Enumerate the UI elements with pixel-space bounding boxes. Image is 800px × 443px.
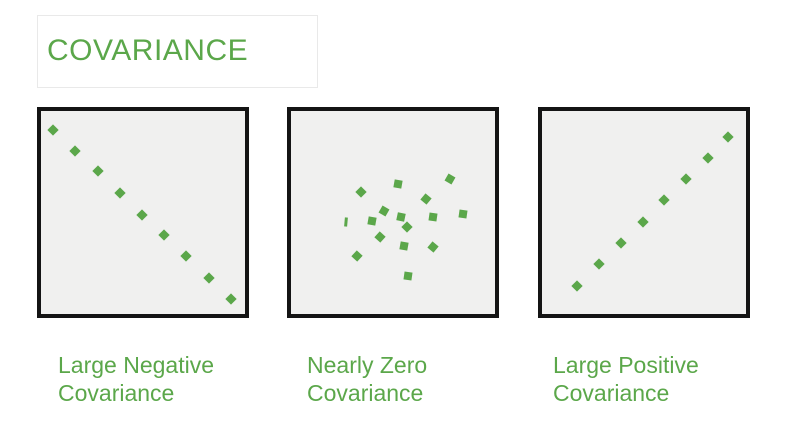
scatter-point <box>426 241 439 253</box>
plot-area-large-positive <box>542 111 746 314</box>
scatter-point <box>399 241 409 251</box>
plot-area-large-negative <box>41 111 245 314</box>
scatter-point <box>374 231 386 243</box>
scatter-point <box>114 187 126 199</box>
scatter-point <box>593 258 605 270</box>
scatter-point <box>344 217 349 227</box>
scatter-point <box>401 221 414 233</box>
scatter-point <box>458 209 468 219</box>
scatter-point <box>47 124 59 136</box>
scatter-panel-large-negative <box>37 107 249 318</box>
scatter-point <box>428 212 438 222</box>
scatter-point <box>225 293 237 305</box>
caption-nearly-zero: Nearly Zero Covariance <box>307 351 427 407</box>
scatter-point <box>351 250 363 262</box>
caption-large-negative: Large Negative Covariance <box>58 351 214 407</box>
scatter-panel-large-positive <box>538 107 750 318</box>
caption-line-1: Large Positive <box>553 352 699 378</box>
scatter-point <box>701 152 714 164</box>
scatter-point <box>180 250 193 262</box>
caption-line-2: Covariance <box>307 380 424 406</box>
caption-line-1: Large Negative <box>58 352 214 378</box>
scatter-point <box>571 280 583 292</box>
scatter-point <box>679 173 692 185</box>
scatter-point <box>396 212 406 222</box>
scatter-panel-nearly-zero <box>287 107 499 318</box>
caption-line-1: Nearly Zero <box>307 352 428 378</box>
scatter-point <box>615 237 627 249</box>
scatter-point <box>722 131 734 143</box>
scatter-point <box>444 173 455 185</box>
scatter-point <box>355 186 367 198</box>
page-title: COVARIANCE <box>47 34 249 67</box>
caption-line-2: Covariance <box>58 380 175 406</box>
scatter-point <box>158 229 171 241</box>
scatter-point <box>367 216 378 226</box>
scatter-point <box>91 165 104 177</box>
title-box: COVARIANCE <box>37 15 318 88</box>
plot-area-nearly-zero <box>291 111 495 314</box>
scatter-point <box>393 179 403 189</box>
caption-line-2: Covariance <box>553 380 670 406</box>
scatter-point <box>420 193 432 205</box>
scatter-point <box>69 145 82 157</box>
scatter-point <box>136 209 148 221</box>
caption-large-positive: Large Positive Covariance <box>553 351 699 407</box>
scatter-point <box>403 271 413 281</box>
scatter-point <box>378 205 390 217</box>
scatter-point <box>636 215 649 228</box>
scatter-point <box>203 272 215 284</box>
scatter-point <box>658 194 670 206</box>
